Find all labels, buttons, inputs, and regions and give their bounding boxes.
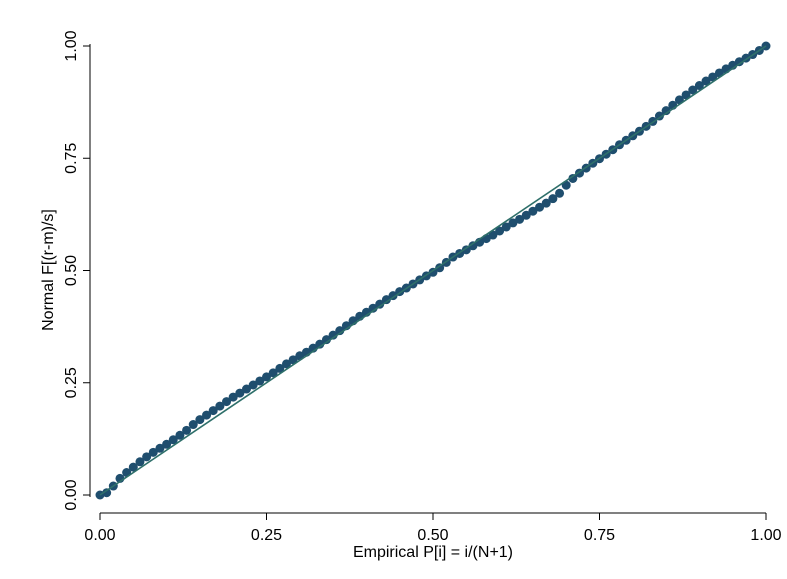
data-point [128, 462, 138, 472]
data-point [321, 335, 331, 345]
x-ticks: 0.00 0.25 0.50 0.75 1.00 [84, 513, 782, 544]
data-point [222, 397, 232, 407]
data-point [548, 194, 558, 204]
data-point [335, 326, 345, 336]
data-point [135, 457, 145, 467]
x-tick-label: 0.25 [251, 527, 282, 544]
x-axis-title: Empirical P[i] = i/(N+1) [353, 544, 513, 561]
y-tick-label: 0.75 [63, 143, 80, 174]
y-axis-title: Normal F[(r-m)/s] [40, 209, 57, 331]
x-tick-label: 0.75 [584, 527, 615, 544]
data-point [155, 443, 165, 453]
data-point [242, 384, 252, 394]
reference-line [99, 45, 767, 496]
y-tick-label: 1.00 [63, 30, 80, 61]
data-point [235, 388, 245, 398]
data-point [708, 72, 718, 82]
data-point [515, 214, 525, 224]
data-point [328, 330, 338, 340]
data-point [288, 355, 298, 365]
data-point [681, 90, 691, 100]
data-point [202, 410, 212, 420]
data-point [688, 85, 698, 95]
data-point [488, 230, 498, 240]
data-point [262, 372, 271, 382]
data-point [195, 415, 205, 425]
data-point [381, 295, 391, 305]
data-point [555, 188, 565, 198]
data-point [142, 452, 152, 462]
data-point [368, 303, 378, 313]
data-point [248, 380, 258, 390]
data-point [654, 111, 664, 121]
data-point [388, 291, 398, 301]
data-point [535, 202, 545, 212]
data-point [734, 57, 744, 67]
data-point [255, 376, 265, 386]
data-point [461, 245, 471, 255]
y-ticks: 0.00 0.25 0.50 0.75 1.00 [63, 30, 90, 511]
data-point [495, 226, 505, 236]
data-point [188, 420, 198, 430]
x-tick-label: 0.50 [417, 527, 448, 544]
data-point [508, 218, 518, 228]
data-point [168, 435, 178, 445]
data-point [701, 76, 711, 86]
data-point [568, 173, 578, 183]
data-point [175, 430, 185, 440]
data-point [315, 339, 325, 349]
data-point [208, 406, 218, 416]
data-point [162, 439, 172, 449]
y-tick-label: 0.50 [63, 255, 80, 286]
data-point [468, 241, 478, 251]
data-point [375, 299, 385, 309]
data-point [435, 263, 445, 273]
data-point [148, 447, 158, 457]
y-tick-label: 0.25 [63, 367, 80, 398]
data-point [528, 206, 538, 216]
x-tick-label: 1.00 [750, 527, 781, 544]
data-point [182, 425, 192, 435]
data-point [501, 222, 511, 232]
data-point [102, 488, 112, 498]
data-point [228, 392, 238, 402]
data-point [661, 106, 671, 116]
x-tick-label: 0.00 [84, 527, 115, 544]
y-tick-label: 0.00 [63, 479, 80, 510]
data-point [541, 198, 551, 208]
data-point [215, 401, 225, 411]
data-point [268, 368, 278, 378]
data-point [694, 81, 704, 91]
data-point [428, 267, 438, 277]
data-point [521, 210, 531, 220]
data-point [281, 359, 291, 369]
data-point [275, 363, 285, 373]
